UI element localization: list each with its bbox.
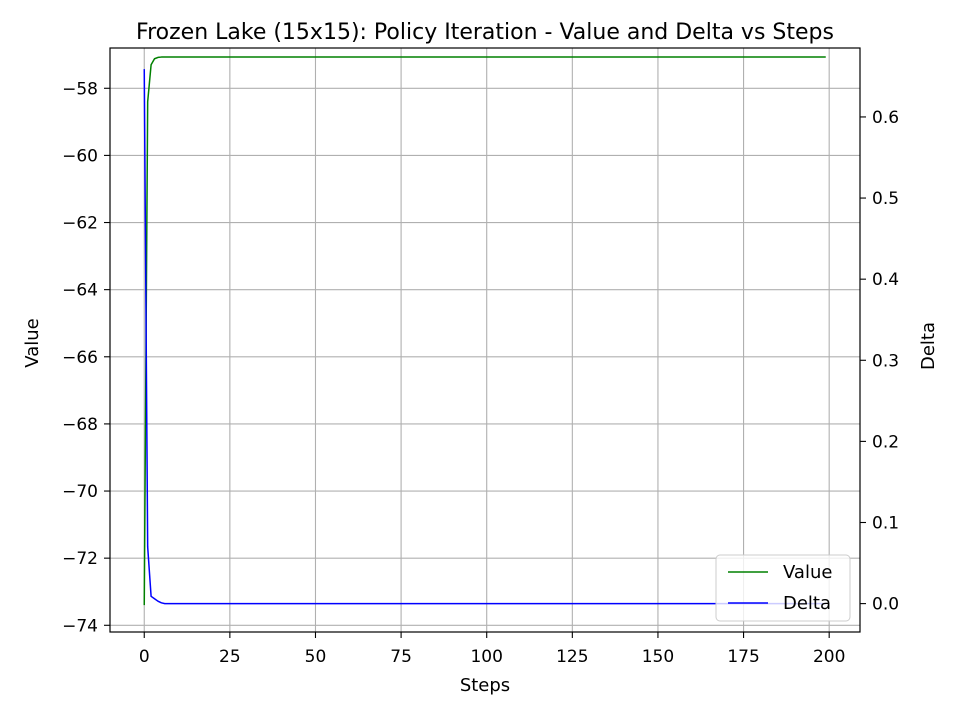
x-tick-label: 100 [470, 647, 502, 667]
x-tick-label: 200 [813, 647, 845, 667]
plot-frame [109, 47, 861, 633]
y-right-tick-label: 0.5 [872, 189, 899, 209]
series-line-value [143, 56, 826, 606]
axis-ticks: 0 25 50 75 100 125 150 175 200 −74 −72 −70 −68 −66 −64… [62, 79, 899, 667]
y-tick-label: −62 [62, 214, 98, 234]
x-tick-label: 0 [139, 647, 150, 667]
x-axis-label: Steps [460, 675, 510, 696]
y-right-tick-label: 0.4 [872, 270, 899, 290]
y-tick-label: −64 [62, 281, 98, 301]
legend-label-value: Value [783, 562, 832, 583]
chart-title: Frozen Lake (15x15): Policy Iteration - … [136, 20, 834, 45]
plot-series [143, 56, 826, 606]
legend: Value Delta [715, 554, 851, 622]
y-tick-label: −72 [62, 549, 98, 569]
x-tick-label: 50 [305, 647, 327, 667]
y-axis-label-right: Delta [918, 322, 939, 370]
series-line-delta [143, 69, 826, 605]
y-tick-label: −68 [62, 415, 98, 435]
legend-label-delta: Delta [783, 593, 831, 614]
x-tick-label: 175 [727, 647, 759, 667]
y-axis-label: Value [22, 318, 43, 367]
x-tick-label: 25 [219, 647, 241, 667]
x-tick-label: 125 [556, 647, 588, 667]
x-tick-label: 75 [390, 647, 412, 667]
y-right-tick-label: 0.2 [872, 432, 899, 452]
y-tick-label: −66 [62, 348, 98, 368]
y-tick-label: −58 [62, 79, 98, 99]
y-right-tick-label: 0.6 [872, 108, 899, 128]
y-right-tick-label: 0.3 [872, 351, 899, 371]
y-tick-label: −70 [62, 482, 98, 502]
y-tick-label: −60 [62, 146, 98, 166]
x-tick-label: 150 [642, 647, 674, 667]
y-tick-label: −74 [62, 616, 98, 636]
y-right-tick-label: 0.0 [872, 595, 899, 615]
y-right-tick-label: 0.1 [872, 514, 899, 534]
